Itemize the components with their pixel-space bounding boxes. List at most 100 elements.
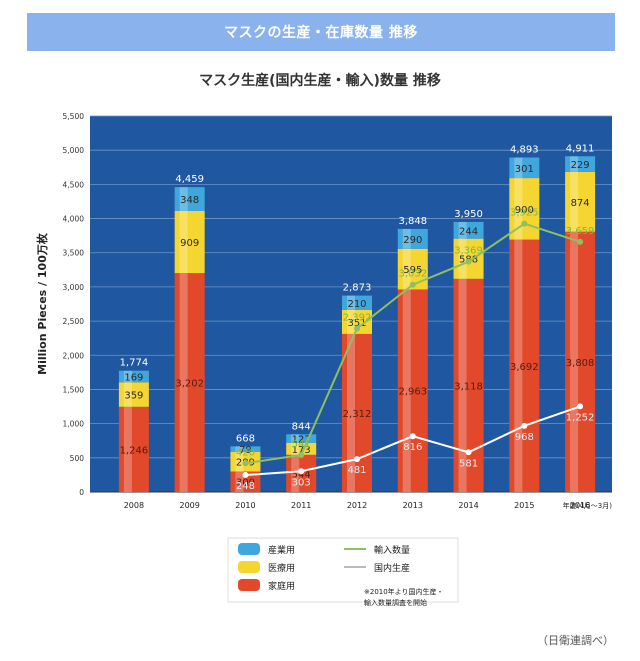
- line-value-label: 3,032: [398, 269, 427, 280]
- y-tick-label: 2,000: [63, 351, 85, 360]
- bar-medical: [118, 382, 149, 407]
- bar-value-label: 79: [239, 445, 252, 456]
- line-value-label: 2,392: [343, 312, 372, 323]
- bar-highlight: [123, 406, 132, 492]
- bar-value-label: 2,312: [343, 409, 372, 420]
- bar-value-label: 3,118: [454, 381, 483, 392]
- bar-industrial: [118, 370, 149, 383]
- bar-highlight: [402, 248, 411, 290]
- line-point: [242, 472, 249, 479]
- bar-value-label: 3,202: [175, 379, 204, 390]
- bar-value-label: 173: [292, 445, 311, 456]
- bar-highlight: [458, 221, 467, 239]
- bar-total-label: 4,893: [510, 144, 539, 155]
- bar-industrial: [509, 157, 540, 179]
- bar-industrial: [174, 187, 205, 211]
- bar-highlight: [514, 239, 523, 492]
- bar-value-label: 900: [515, 205, 534, 216]
- y-tick-label: 5,500: [63, 112, 85, 121]
- bar-total-label: 4,911: [566, 143, 595, 154]
- y-tick-label: 5,000: [63, 146, 85, 155]
- y-tick-label: 1,500: [63, 385, 85, 394]
- bar-value-label: 244: [459, 226, 478, 237]
- y-tick-label: 3,000: [63, 283, 85, 292]
- y-tick-label: 500: [70, 454, 85, 463]
- y-tick-label: 2,500: [63, 317, 85, 326]
- x-tick-label: 2010: [235, 501, 255, 510]
- bar-highlight: [347, 333, 355, 492]
- line-value-label: 481: [347, 465, 366, 476]
- bar-total-label: 3,950: [454, 209, 483, 220]
- bar-highlight: [347, 295, 355, 310]
- y-axis-title: Million Pieces / 100万枚: [35, 232, 49, 375]
- bar-medical: [286, 442, 317, 455]
- legend-label: 産業用: [268, 544, 295, 556]
- bar-value-label: 3,692: [510, 362, 539, 373]
- y-tick-label: 4,500: [63, 180, 85, 189]
- annotation-note: ※2010年より国内生産・: [364, 587, 444, 596]
- line-value-label: 968: [515, 432, 534, 443]
- legend-swatch-medical: [238, 561, 260, 573]
- bar-highlight: [235, 471, 244, 492]
- legend-swatch-household: [238, 579, 260, 591]
- y-tick-label: 4,000: [63, 215, 85, 224]
- line-point: [298, 452, 305, 459]
- bar-household: [230, 471, 261, 492]
- line-value-label: 581: [459, 458, 478, 469]
- x-tick-label: 2014: [458, 501, 478, 510]
- bar-household: [342, 333, 372, 492]
- line-point: [465, 258, 472, 265]
- bar-highlight: [291, 454, 300, 492]
- line-value-label: 303: [292, 477, 311, 488]
- legend-box: [227, 537, 459, 603]
- bar-household: [453, 278, 484, 492]
- line-point: [465, 449, 472, 456]
- line-value-label: 3,659: [566, 226, 595, 237]
- bar-industrial: [453, 221, 484, 239]
- x-tick-label: 2012: [347, 501, 367, 510]
- bar-value-label: 300: [236, 478, 255, 489]
- legend-swatch-industrial: [238, 543, 260, 555]
- bar-total-label: 3,848: [398, 216, 427, 227]
- line-point: [521, 220, 528, 227]
- bar-industrial: [230, 446, 261, 452]
- bar-industrial: [565, 156, 596, 172]
- bar-highlight: [402, 289, 411, 492]
- x-tick-label: 2013: [403, 501, 423, 510]
- legend-label: 家庭用: [268, 580, 295, 592]
- line-value-label: 3,925: [510, 208, 539, 219]
- line-point: [409, 433, 416, 440]
- bar-value-label: 874: [571, 198, 590, 209]
- bar-value-label: 2,963: [398, 387, 427, 398]
- bar-highlight: [291, 442, 300, 455]
- source-note: （日衛連調べ）: [537, 634, 614, 647]
- bar-highlight: [123, 370, 132, 383]
- bar-value-label: 290: [403, 235, 422, 246]
- line-value-label: 816: [403, 442, 422, 453]
- legend-label: 国内生産: [374, 562, 410, 574]
- bar-highlight: [514, 157, 523, 179]
- bar-value-label: 169: [124, 372, 143, 383]
- line-value-label: 420: [236, 447, 255, 458]
- line-value-label: 1,252: [566, 412, 595, 423]
- line-point: [577, 403, 584, 410]
- bar-industrial: [342, 295, 372, 310]
- bar-value-label: 301: [515, 164, 534, 175]
- x-tick-label: 2011: [291, 501, 311, 510]
- bar-value-label: 210: [347, 299, 366, 310]
- bar-total-label: 4,459: [175, 174, 204, 185]
- y-tick-label: 1,000: [63, 420, 85, 429]
- bar-highlight: [179, 210, 188, 274]
- bar-highlight: [514, 178, 523, 240]
- banner-title: マスクの生産・在庫数量 推移: [27, 13, 615, 51]
- legend-label: 医療用: [268, 562, 295, 574]
- bar-highlight: [347, 309, 355, 334]
- bar-household: [509, 239, 540, 492]
- bar-highlight: [402, 228, 411, 249]
- bar-industrial: [286, 434, 317, 443]
- line-point: [242, 460, 249, 467]
- bar-medical: [174, 210, 205, 274]
- bar-highlight: [570, 156, 579, 172]
- bar-highlight: [570, 231, 579, 493]
